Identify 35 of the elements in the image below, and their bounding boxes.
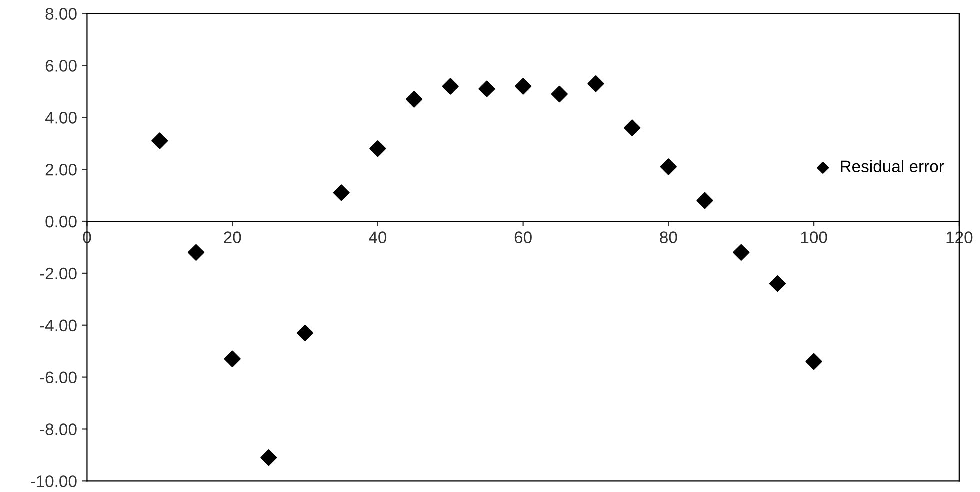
point [551,86,568,103]
point [260,450,278,466]
point [588,76,604,92]
point [224,350,241,368]
y-tick-label: -10.00 [30,476,77,488]
point [442,78,459,95]
y-tick-label: -4.00 [40,320,77,332]
y-tick-label: 8.00 [46,8,77,20]
y-tick-label: 0.00 [46,216,77,228]
point [515,78,532,95]
x-tick-label: 60 [514,232,532,244]
legend-label: Residual error [841,160,944,172]
y-tick-label: 4.00 [45,112,77,124]
point [188,244,205,261]
y-tick-label: 6.00 [46,60,77,72]
point [733,244,750,261]
point [660,158,677,176]
y-tick-label: -2.00 [40,268,77,280]
point [333,184,350,202]
x-tick-label: 100 [801,232,828,244]
point [370,140,386,158]
point [478,80,496,98]
point [152,132,168,150]
point [296,324,314,342]
x-tick-label: 40 [369,232,387,244]
point [769,276,786,292]
y-tick-label: 2.00 [46,164,77,176]
y-tick-label: -8.00 [40,424,77,436]
y-tick-label: -6.00 [40,372,77,384]
point [696,192,714,210]
x-tick-label: 20 [224,232,242,244]
point [406,91,423,108]
x-tick-label: 80 [660,232,678,244]
point [806,353,822,370]
point [624,120,641,136]
